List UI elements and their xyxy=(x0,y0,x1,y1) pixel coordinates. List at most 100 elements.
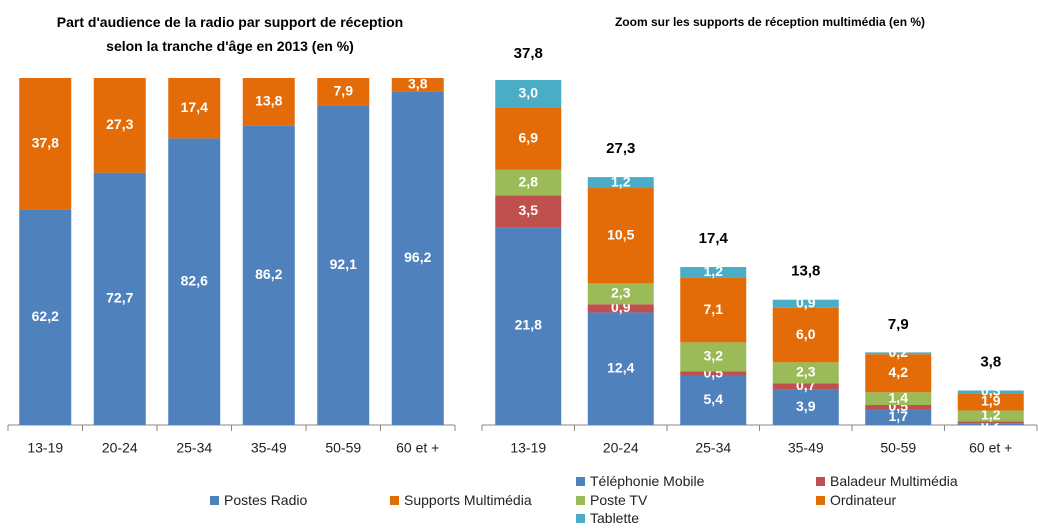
data-label: 3,9 xyxy=(796,398,816,414)
total-label: 37,8 xyxy=(514,45,543,62)
data-label: 92,1 xyxy=(330,256,357,272)
bar-segment xyxy=(957,421,1024,424)
bar-segment xyxy=(317,105,370,426)
bar-segment xyxy=(865,392,932,406)
bar-segment xyxy=(587,312,654,425)
bar-segment xyxy=(865,405,932,410)
data-label: 4,2 xyxy=(889,364,909,380)
bar-segment xyxy=(865,354,932,393)
data-label: 21,8 xyxy=(515,317,542,333)
total-label: 3,8 xyxy=(980,353,1001,370)
x-tick-label: 50-59 xyxy=(325,440,361,456)
legend-item: Supports Multimédia xyxy=(390,492,590,508)
bar-segment xyxy=(587,188,654,284)
bar-segment xyxy=(680,375,747,425)
bar-segment xyxy=(19,209,72,425)
legend-label: Tablette xyxy=(590,510,640,526)
bar-segment xyxy=(957,393,1024,411)
legend-item: Baladeur Multimédia xyxy=(816,472,1016,491)
legend-swatch xyxy=(210,496,219,505)
bar-segment xyxy=(680,371,747,376)
bar-segment xyxy=(772,362,839,384)
bar-segment xyxy=(680,342,747,372)
bar-segment xyxy=(865,352,932,355)
bar-segment xyxy=(495,107,562,170)
data-label: 12,4 xyxy=(607,359,634,375)
x-tick-label: 20-24 xyxy=(603,440,639,456)
legend-label: Supports Multimédia xyxy=(404,492,532,508)
legend-item: Poste TV xyxy=(576,491,816,510)
data-label: 0,3 xyxy=(981,383,1001,399)
bar-segment xyxy=(168,78,221,139)
x-tick-label: 35-49 xyxy=(251,440,287,456)
legend-swatch xyxy=(816,477,825,486)
data-label: 72,7 xyxy=(106,290,133,306)
data-label: 6,9 xyxy=(519,129,539,145)
bar-segment xyxy=(242,78,295,126)
bar-segment xyxy=(772,307,839,363)
bar-segment xyxy=(495,80,562,108)
legend-label: Baladeur Multimédia xyxy=(830,473,958,489)
bar-segment xyxy=(391,91,444,425)
x-tick-label: 13-19 xyxy=(27,440,63,456)
data-label: 62,2 xyxy=(32,308,59,324)
bar-segment xyxy=(317,78,370,106)
bar-segment xyxy=(680,277,747,343)
chart-title: Zoom sur les supports de réception multi… xyxy=(614,15,926,29)
data-label: 1,7 xyxy=(889,408,909,424)
bar-segment xyxy=(495,195,562,228)
legend-swatch xyxy=(816,495,825,505)
bar-segment xyxy=(865,409,932,425)
bar-segment xyxy=(587,283,654,305)
legend-swatch xyxy=(576,514,585,523)
legend-label: Poste TV xyxy=(590,491,648,508)
chart-title: Part d'audience de la radio par support … xyxy=(56,14,404,54)
data-label: 1,4 xyxy=(889,389,909,405)
legend-label: Téléphonie Mobile xyxy=(590,473,705,489)
legend: Postes Radio Supports Multimédia xyxy=(210,492,590,508)
total-label: 13,8 xyxy=(791,263,820,280)
x-tick-label: 25-34 xyxy=(695,440,731,456)
legend-label: Postes Radio xyxy=(224,492,308,508)
x-tick-label: 50-59 xyxy=(880,440,916,456)
bar-segment xyxy=(957,390,1024,394)
legend-label: Ordinateur xyxy=(830,491,897,508)
data-label: 27,3 xyxy=(106,116,133,132)
bar-segment xyxy=(587,177,654,189)
data-label: 2,3 xyxy=(611,285,631,301)
legend-item: Téléphonie Mobile xyxy=(576,472,816,491)
data-label: 3,2 xyxy=(704,348,724,364)
x-tick-label: 20-24 xyxy=(102,440,138,456)
bar-segment xyxy=(495,169,562,196)
data-label: 1,9 xyxy=(981,393,1001,409)
legend: Téléphonie Mobile Baladeur Multimédia Post… xyxy=(576,472,1016,528)
bar-segment xyxy=(168,138,221,426)
data-label: 1,2 xyxy=(704,263,724,279)
x-tick-label: 25-34 xyxy=(176,440,212,456)
legend-swatch xyxy=(576,477,585,486)
bar-segment xyxy=(680,267,747,278)
bar-segment xyxy=(772,383,839,390)
total-label: 27,3 xyxy=(606,140,635,157)
legend-swatch xyxy=(390,496,399,505)
data-label: 5,4 xyxy=(704,391,724,407)
bar-segment xyxy=(93,78,146,173)
data-label: 86,2 xyxy=(255,266,282,282)
bar-segment xyxy=(587,304,654,313)
total-label: 7,9 xyxy=(888,316,909,333)
bar-segment xyxy=(495,227,562,425)
data-label: 10,5 xyxy=(607,226,634,242)
bar-segment xyxy=(957,423,1024,425)
data-label: 82,6 xyxy=(181,272,208,288)
data-label: 7,1 xyxy=(704,301,724,317)
bar-segment xyxy=(957,410,1024,422)
bar-segment xyxy=(391,78,444,92)
legend-item: Tablette xyxy=(576,509,816,528)
bar-segment xyxy=(19,78,72,210)
bar-segment xyxy=(772,299,839,308)
data-label: 7,9 xyxy=(334,82,354,98)
data-label: 37,8 xyxy=(32,134,59,150)
data-label: 2,3 xyxy=(796,363,816,379)
